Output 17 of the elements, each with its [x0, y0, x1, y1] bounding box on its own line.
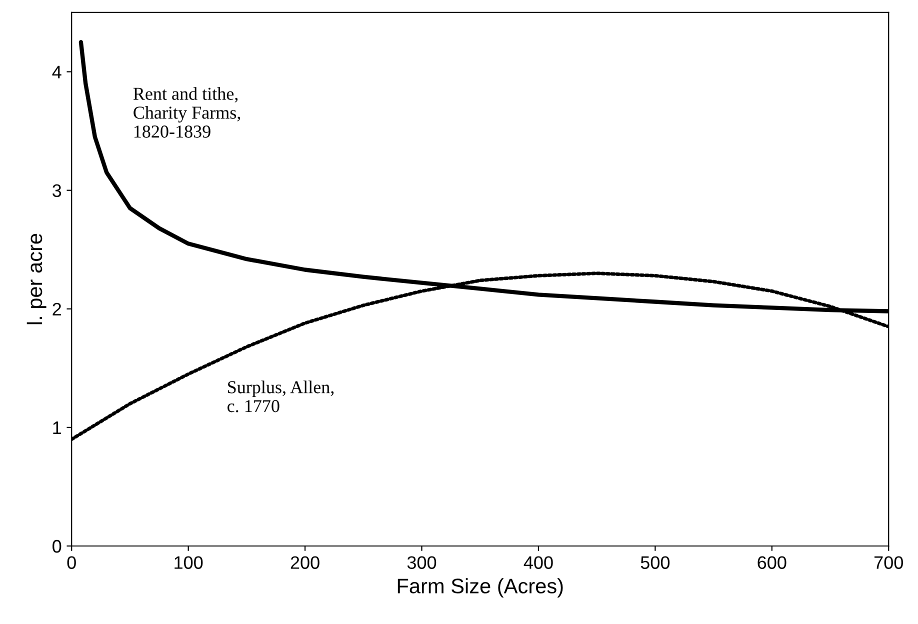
y-tick-label: 3 [52, 184, 62, 198]
y-tick-label: 4 [52, 66, 62, 78]
x-tick-label: 200 [290, 556, 320, 569]
text: Rent and tithe, Charity Farms, 1820-1839 [133, 87, 240, 138]
series-label: Surplus, Allen, c. 1770 [228, 380, 334, 412]
y-axis-title: l. per acre [26, 234, 46, 324]
x-tick-label: 100 [174, 556, 203, 569]
x-tick-label: 300 [407, 556, 436, 569]
y-tick-label: 0 [52, 540, 62, 553]
x-tick-label: 0 [67, 556, 76, 569]
x-tick-label: 600 [758, 556, 786, 569]
x-axis-title: Farm Size (Acres) [398, 578, 563, 598]
y-tick-label: 2 [52, 302, 61, 316]
x-tick-label: 700 [874, 556, 903, 569]
x-tick-label: 500 [640, 556, 670, 569]
y-tick-label: 1 [53, 422, 61, 434]
x-tick-label: 400 [524, 556, 553, 569]
